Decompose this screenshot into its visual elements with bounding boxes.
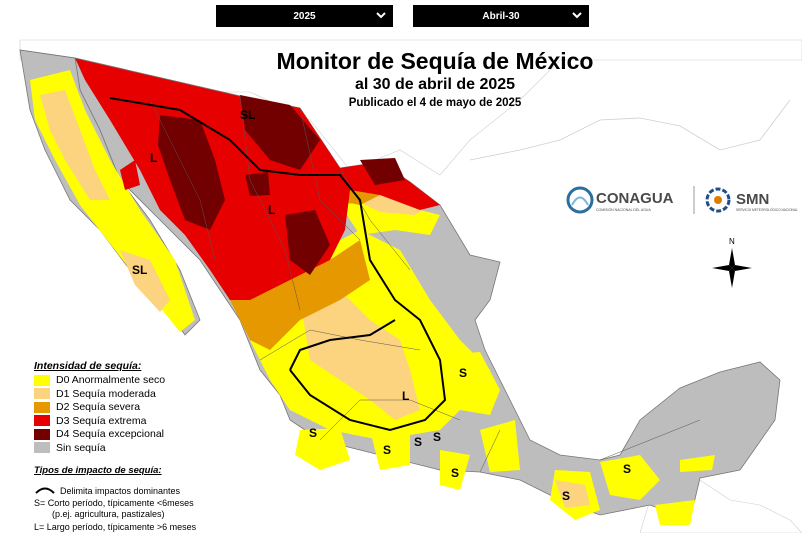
legend-item: D3 Sequía extrema [34, 415, 146, 427]
legend-impact-title: Tipos de impacto de sequía: [34, 465, 162, 476]
d1-bcs [120, 250, 170, 312]
map-label-s-7: S [562, 489, 570, 503]
d0-east [680, 455, 715, 472]
map-label-sl-north: SL [240, 108, 255, 122]
d4-coahuila [360, 158, 405, 185]
legend-item: Sin sequía [34, 442, 106, 454]
year-select[interactable]: 2025 [216, 5, 393, 27]
legend-label: D1 Sequía moderada [56, 387, 156, 400]
coastline [19, 49, 241, 97]
d1-central [300, 290, 420, 420]
gulf-coast-us [469, 99, 791, 161]
map-label-s-5: S [451, 466, 459, 480]
state-borders [149, 95, 701, 473]
map-label-l-sonora: L [150, 151, 157, 165]
legend-swatch [34, 374, 50, 386]
d0-veracruz [445, 352, 500, 415]
page-title: Monitor de Sequía de México [276, 48, 594, 74]
legend-intensity-title: Intensidad de sequía: [34, 360, 142, 372]
legend-impact-s-example: (p.ej. agricultura, pastizales) [52, 509, 165, 519]
map-label-s-2: S [383, 443, 391, 457]
legend-swatch [34, 442, 50, 453]
legend-impact-s: S= Corto período, típicamente <6meses [34, 498, 194, 508]
impact-lines [109, 97, 447, 432]
chevron-down-icon [572, 12, 582, 19]
date-select-value: Abril-30 [482, 10, 520, 22]
chevron-down-icon [376, 12, 386, 19]
legend-label: D4 Sequía excepcional [56, 428, 164, 440]
date-select[interactable]: Abril-30 [413, 5, 589, 27]
d0-patch3 [440, 450, 470, 490]
d0-patch2 [370, 430, 410, 470]
d0-yucatan [600, 455, 660, 500]
legend-impact-l: L= Largo período, típicamente >6 meses [34, 522, 197, 532]
compass-north: N [729, 237, 735, 246]
legend-item: D0 Anormalmente seco [34, 374, 165, 386]
legend-label: Sin sequía [56, 441, 106, 454]
legend-swatch [34, 415, 50, 426]
legend-swatch [34, 428, 50, 440]
conagua-subtext: COMISIÓN NACIONAL DEL AGUA [596, 207, 651, 212]
map-label-sl-baja: SL [132, 263, 147, 277]
d0-chiapas [655, 500, 695, 525]
map-label-s-6: S [459, 366, 467, 380]
smn-logo: SMN SERVICIO METEOROLÓGICO NACIONAL [705, 187, 798, 213]
published-date: Publicado el 4 de mayo de 2025 [348, 97, 522, 109]
map-label-l-center: L [402, 389, 409, 403]
conagua-logo: CONAGUA COMISIÓN NACIONAL DEL AGUA [566, 186, 674, 214]
page-subtitle: al 30 de abril de 2025 [354, 76, 516, 93]
legend-item: D2 Sequía severa [34, 401, 140, 413]
d4-chihuahua [240, 95, 320, 170]
map-label-s-4: S [433, 430, 441, 444]
d4-patch [245, 172, 270, 196]
d1-patch [555, 480, 590, 508]
legend-impact-line: Delimita impactos dominantes [60, 486, 181, 496]
d0-patch1 [295, 428, 350, 470]
d3-bc-patch [120, 160, 140, 190]
d4-sonora [158, 115, 225, 230]
year-select-value: 2025 [293, 10, 316, 22]
legend-label: D3 Sequía extrema [56, 414, 147, 427]
map-label-s-3: S [414, 435, 422, 449]
compass-rose: N [712, 237, 752, 288]
legend-item: D4 Sequía excepcional [34, 428, 164, 440]
d2-north [230, 240, 370, 350]
legend-swatch [34, 388, 50, 399]
map-label-s-1: S [309, 426, 317, 440]
smn-subtext: SERVICIO METEOROLÓGICO NACIONAL [736, 207, 798, 212]
legend-item: D1 Sequía moderada [34, 388, 156, 400]
map-label-l-chihuahua: L [268, 203, 275, 217]
impact-line-sample [35, 487, 55, 494]
conagua-text: CONAGUA [596, 190, 674, 207]
legend-swatch [34, 401, 50, 413]
map-label-s-8: S [623, 462, 631, 476]
smn-text: SMN [736, 191, 769, 208]
d0-patch4 [480, 420, 520, 472]
d4-durango [285, 210, 330, 275]
legend-label: D2 Sequía severa [56, 401, 141, 413]
legend-label: D0 Anormalmente seco [56, 374, 166, 386]
d1-baja [40, 90, 110, 200]
